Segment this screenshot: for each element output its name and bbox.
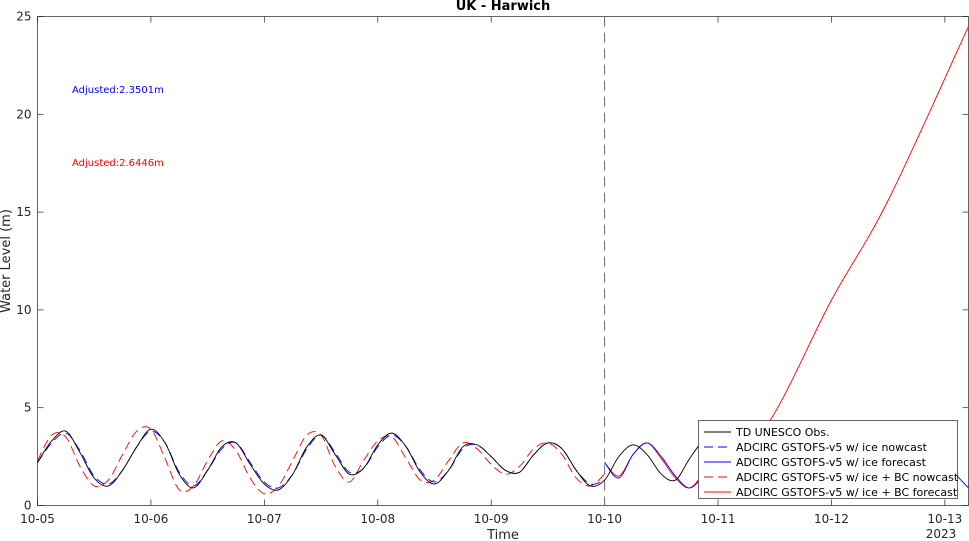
x-tick-label-10-12: 10-12 — [814, 512, 849, 526]
y-tick-label-10: 10 — [16, 303, 31, 317]
x-tick-label-10-05: 10-05 — [20, 512, 55, 526]
x-axis: 10-05 10-06 10-07 10-08 10-09 10-10 10-11 10-12… — [20, 16, 962, 526]
y-tick-label-0: 0 — [24, 499, 32, 513]
x-tick-label-10-07: 10-07 — [247, 512, 282, 526]
x-year-label: 2023 — [926, 527, 957, 541]
chart-title: UK - Harwich — [456, 0, 551, 14]
x-tick-label-10-06: 10-06 — [133, 512, 168, 526]
legend-label-3: ADCIRC GSTOFS-v5 w/ ice + BC nowcast — [736, 471, 959, 484]
x-tick-label-10-13: 10-13 — [927, 512, 962, 526]
annotation-adjusted-blue: Adjusted:2.3501m — [72, 85, 164, 96]
x-tick-label-10-11: 10-11 — [701, 512, 736, 526]
x-tick-label-10-10: 10-10 — [587, 512, 622, 526]
x-tick-label-10-08: 10-08 — [360, 512, 395, 526]
legend-label-1: ADCIRC GSTOFS-v5 w/ ice nowcast — [736, 441, 928, 454]
legend-box — [698, 420, 958, 499]
y-tick-label-5: 5 — [24, 401, 32, 415]
y-axis-label: Water Level (m) — [0, 209, 14, 313]
legend-label-0: TD UNESCO Obs. — [735, 426, 830, 439]
legend-label-2: ADCIRC GSTOFS-v5 w/ ice forecast — [736, 456, 927, 469]
series-td-unesco-obs-line — [37, 428, 719, 491]
y-tick-label-25: 25 — [16, 10, 31, 24]
annotation-adjusted-red: Adjusted:2.6446m — [72, 158, 164, 169]
y-tick-label-20: 20 — [16, 107, 31, 121]
y-axis: 0 5 10 15 20 25 — [16, 10, 969, 513]
legend-label-4: ADCIRC GSTOFS-v5 w/ ice + BC forecast — [736, 486, 958, 499]
legend: TD UNESCO Obs. ADCIRC GSTOFS-v5 w/ ice no… — [698, 420, 959, 499]
x-axis-label: Time — [486, 528, 519, 541]
y-tick-label-15: 15 — [16, 205, 31, 219]
x-tick-label-10-09: 10-09 — [474, 512, 509, 526]
